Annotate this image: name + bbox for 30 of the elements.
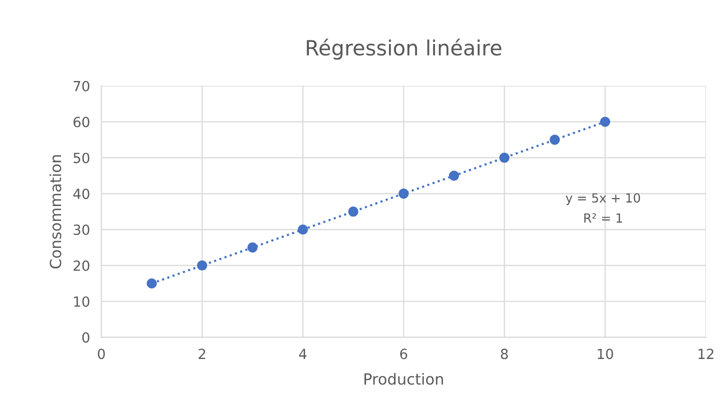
annotation: R² = 1	[584, 213, 622, 223]
y-tick-label: 50	[74, 152, 90, 164]
point	[146, 278, 157, 289]
point	[348, 206, 358, 217]
x-axis-title: Production	[364, 372, 443, 385]
point	[448, 170, 460, 181]
point	[298, 224, 308, 235]
y-tick-label: 20	[74, 260, 90, 271]
y-tick-label: 60	[74, 116, 90, 128]
y-axis-title: Consommation	[49, 155, 62, 268]
x-tick-label: 4	[299, 348, 307, 359]
x-tick-label: 2	[198, 348, 206, 359]
x-tick-label: 6	[400, 348, 408, 360]
y-tick-label: 40	[73, 188, 90, 200]
y-tick-label: 30	[74, 224, 90, 236]
chart-title: Régression linéaire	[306, 38, 502, 60]
point	[247, 242, 258, 253]
y-tick-label: 0	[82, 332, 90, 343]
point	[398, 188, 409, 199]
point	[197, 260, 208, 271]
x-tick-label: 10	[598, 348, 614, 360]
x-tick-label: 0	[98, 348, 105, 360]
annotation: y = 5x + 10	[566, 193, 640, 206]
point	[550, 134, 560, 145]
point	[499, 152, 510, 163]
y-tick-label: 10	[74, 296, 90, 307]
y-tick-label: 70	[74, 80, 90, 92]
point	[600, 116, 610, 127]
x-tick-label: 12	[698, 348, 714, 359]
x-tick-label: 8	[500, 348, 508, 360]
